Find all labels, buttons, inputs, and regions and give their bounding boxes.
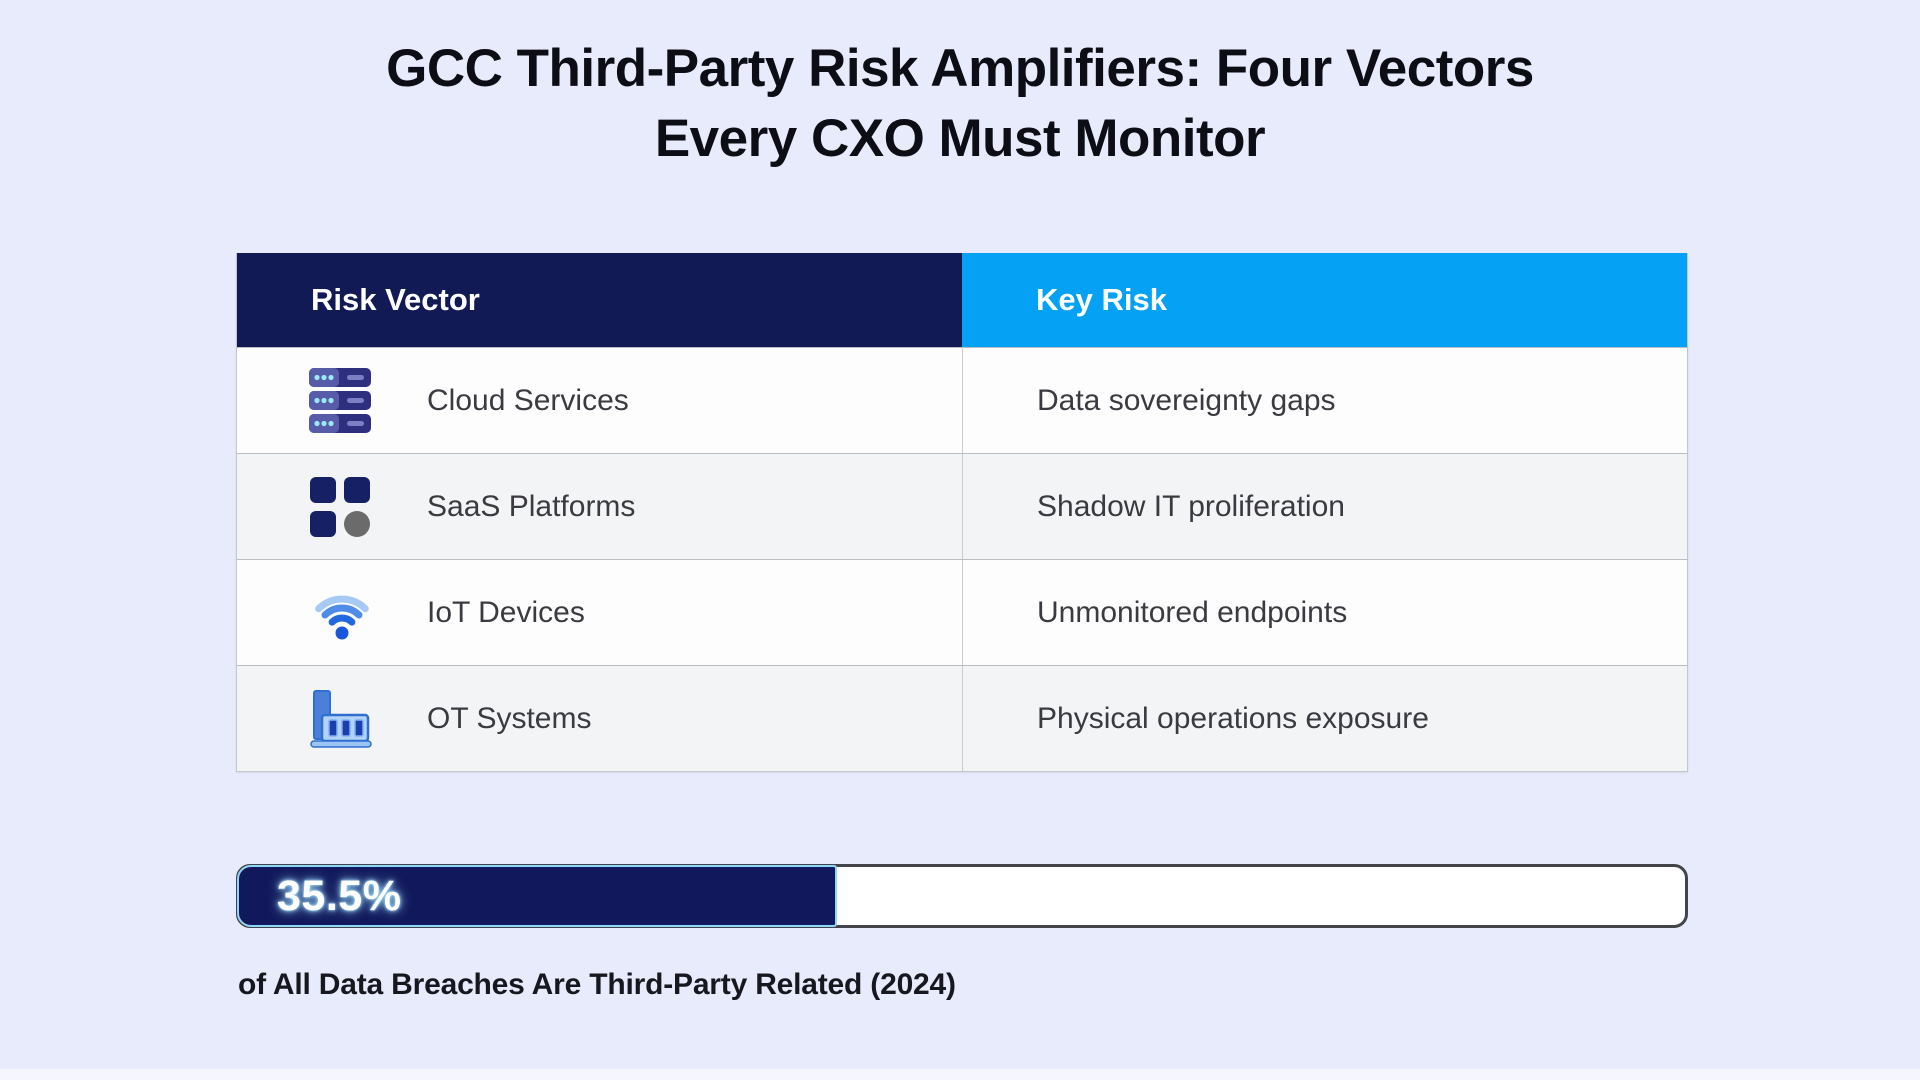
risk-table: Risk Vector Key Risk <box>236 253 1688 772</box>
row-risk-label: Physical operations exposure <box>962 666 1687 771</box>
server-stack-icon <box>309 367 389 435</box>
page-title-line-2: Every CXO Must Monitor <box>654 109 1266 169</box>
wifi-icon <box>309 585 389 641</box>
page-title: GCC Third-Party Risk Amplifiers: Four Ve… <box>0 34 1920 175</box>
table-row: SaaS Platforms Shadow IT proliferation <box>237 453 1687 559</box>
factory-icon <box>309 689 389 749</box>
bottom-edge-strip <box>0 1069 1920 1080</box>
row-vector-label: IoT Devices <box>427 595 585 629</box>
progress-value-label: 35.5% <box>277 871 402 920</box>
row-risk-label: Shadow IT proliferation <box>962 454 1687 559</box>
page-title-line-1: GCC Third-Party Risk Amplifiers: Four Ve… <box>386 39 1534 98</box>
header-risk-vector: Risk Vector <box>237 253 962 347</box>
header-key-risk: Key Risk <box>962 253 1687 347</box>
table-row: IoT Devices Unmonitored endpoints <box>237 559 1687 665</box>
row-risk-label: Data sovereignty gaps <box>962 348 1687 453</box>
row-vector-label: Cloud Services <box>427 383 629 417</box>
risk-table-header: Risk Vector Key Risk <box>237 253 1687 347</box>
row-vector-label: OT Systems <box>427 701 592 735</box>
progress-bar-fill: 35.5% <box>237 865 838 927</box>
table-row: OT Systems Physical operations exposure <box>237 665 1687 771</box>
progress-caption: of All Data Breaches Are Third-Party Rel… <box>238 968 956 1001</box>
row-vector-label: SaaS Platforms <box>427 489 636 523</box>
row-risk-label: Unmonitored endpoints <box>962 560 1687 665</box>
table-row: Cloud Services Data sovereignty gaps <box>237 347 1687 453</box>
progress-bar-track: 35.5% <box>236 864 1688 928</box>
app-grid-icon <box>309 476 389 538</box>
